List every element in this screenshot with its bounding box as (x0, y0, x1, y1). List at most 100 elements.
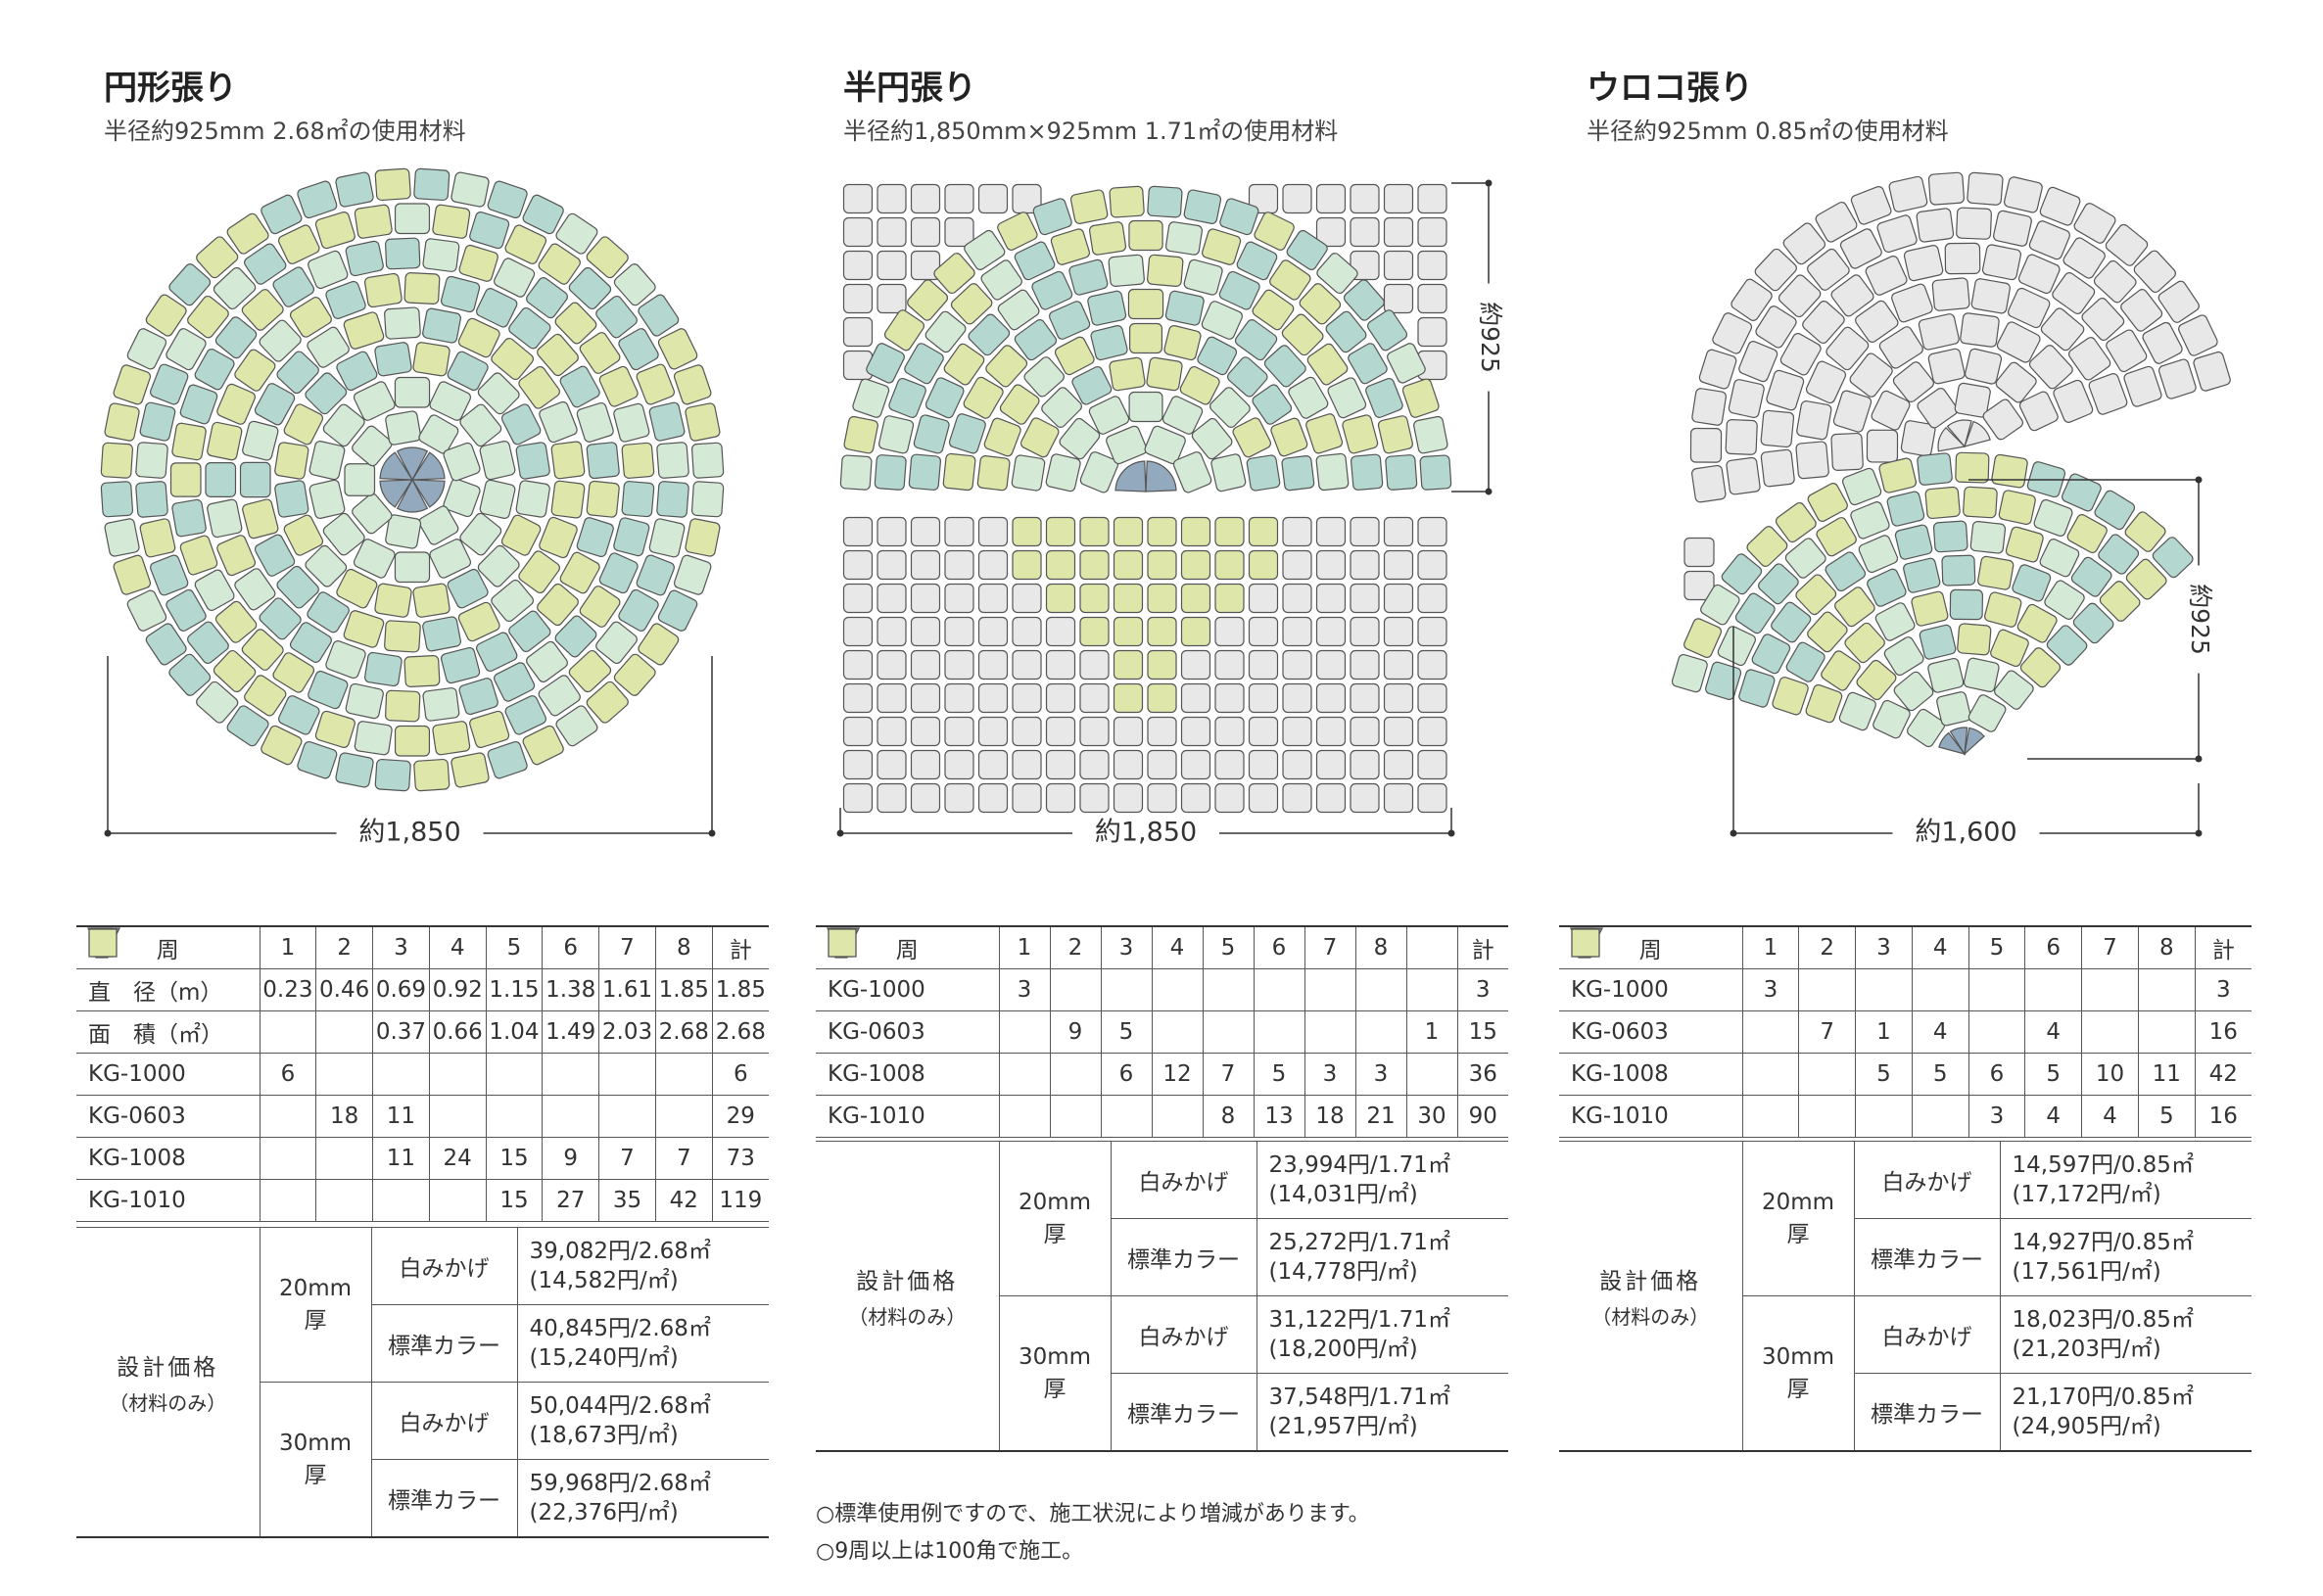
price-table: 設計価格 （材料のみ） 20mm 厚白みかげ 23,994円/1.71㎡ (14,031円… (816, 1141, 1508, 1452)
tile (1383, 616, 1414, 647)
tile (325, 640, 366, 680)
tile (977, 516, 1009, 547)
cell-text: 6 (1989, 1061, 2005, 1087)
tile (1417, 516, 1447, 547)
price-table: 設計価格 （材料のみ） 20mm 厚白みかげ 14,597円/0.85㎡ (17,172円… (1559, 1141, 2252, 1452)
tile (289, 297, 332, 338)
center-tile (410, 479, 446, 508)
tile (308, 479, 346, 519)
tile (1019, 417, 1060, 458)
tile (598, 365, 639, 407)
thickness-text: 30mm (1761, 1343, 1835, 1370)
cell (1049, 1095, 1102, 1138)
tile (1383, 250, 1414, 281)
tile (274, 442, 309, 480)
tile (924, 377, 965, 419)
tile (216, 535, 256, 577)
cell-text: 8 (1220, 1103, 1236, 1129)
tile (983, 417, 1021, 457)
tile (1269, 259, 1311, 301)
cell (1151, 1095, 1204, 1138)
tile (555, 705, 598, 747)
header-cell: 8 (2137, 925, 2196, 969)
tile (1282, 516, 1312, 547)
tile (1856, 659, 1897, 701)
tile (1218, 270, 1260, 310)
table-row: KG-1000 3 3 (1559, 927, 2252, 1011)
tile (910, 516, 941, 547)
tile (1087, 290, 1127, 326)
cell (1967, 1010, 2026, 1054)
cell (1100, 1095, 1153, 1138)
cell-text: 6 (1118, 1061, 1134, 1087)
tile (538, 243, 581, 285)
tile (690, 481, 725, 518)
price-table: 設計価格 （材料のみ） 20mm 厚白みかげ 39,082円/2.68㎡ (14,582円… (76, 1227, 769, 1538)
tile (139, 401, 176, 442)
tile (1807, 248, 1850, 291)
tile (1281, 455, 1315, 492)
cell: 0.69 (372, 968, 430, 1011)
tile (910, 583, 941, 614)
header-cell: 5 (1967, 925, 2026, 969)
cell (1798, 1053, 1857, 1096)
cell-text: 6 (280, 1061, 296, 1087)
tile (1417, 250, 1447, 281)
tile (2044, 580, 2085, 620)
dim-label: 約925 (2186, 584, 2214, 655)
tile (1172, 451, 1212, 493)
tile (1147, 549, 1177, 581)
tile (1281, 313, 1324, 356)
row-label: 面 積（㎡） (76, 1010, 261, 1054)
cell: 9 (542, 1137, 600, 1180)
price-text: 39,082円/2.68㎡ (529, 1239, 711, 1264)
tile (1417, 316, 1447, 348)
header-cell: 2 (1798, 925, 1857, 969)
dim-label: 約1,850 (358, 818, 460, 848)
tile (636, 363, 676, 405)
cell-text: 1.04 (489, 1019, 540, 1045)
tile (1343, 279, 1385, 321)
header-cell: 1 (1741, 925, 1800, 969)
tile (977, 549, 1009, 581)
tile (842, 283, 874, 314)
tile (910, 716, 941, 747)
tile (325, 280, 366, 319)
cell (2137, 1010, 2196, 1054)
tile (241, 289, 284, 331)
cell (259, 1095, 317, 1138)
tile (598, 552, 639, 594)
tile (877, 749, 907, 780)
tile (1179, 365, 1220, 405)
tile (866, 343, 905, 384)
center-tile (1114, 460, 1147, 493)
tile (2066, 514, 2108, 554)
tile (1012, 682, 1042, 714)
tile (207, 498, 243, 539)
tile (207, 421, 243, 461)
tile (1838, 691, 1876, 731)
tile (283, 514, 324, 556)
tile (1419, 454, 1452, 491)
price-value: 23,994円/1.71㎡ (14,031円/㎡) (1256, 1141, 1508, 1219)
price-value: 14,927円/0.85㎡ (17,561円/㎡) (1999, 1218, 2252, 1296)
cell-text: 3 (1989, 1103, 2005, 1129)
tile (259, 597, 302, 640)
cell (1741, 1053, 1800, 1096)
tile (1367, 309, 1408, 352)
cell: 42 (2194, 1053, 2252, 1096)
tile (980, 259, 1022, 301)
table-row: KG-0603 9 5 1 15 (816, 927, 1508, 1054)
price-value: 40,845円/2.68㎡ (15,240円/㎡) (516, 1304, 769, 1383)
tile (1325, 310, 1367, 353)
cell-text: 11 (386, 1103, 416, 1129)
tile (1738, 669, 1776, 708)
tile (1079, 716, 1110, 747)
tile (1214, 649, 1245, 681)
tile (1725, 419, 1758, 455)
cell: 15 (1456, 1010, 1508, 1054)
tile (1795, 574, 1837, 616)
cell: 18 (1304, 1095, 1356, 1138)
header-cell: 5 (485, 925, 544, 969)
tile (335, 752, 374, 788)
